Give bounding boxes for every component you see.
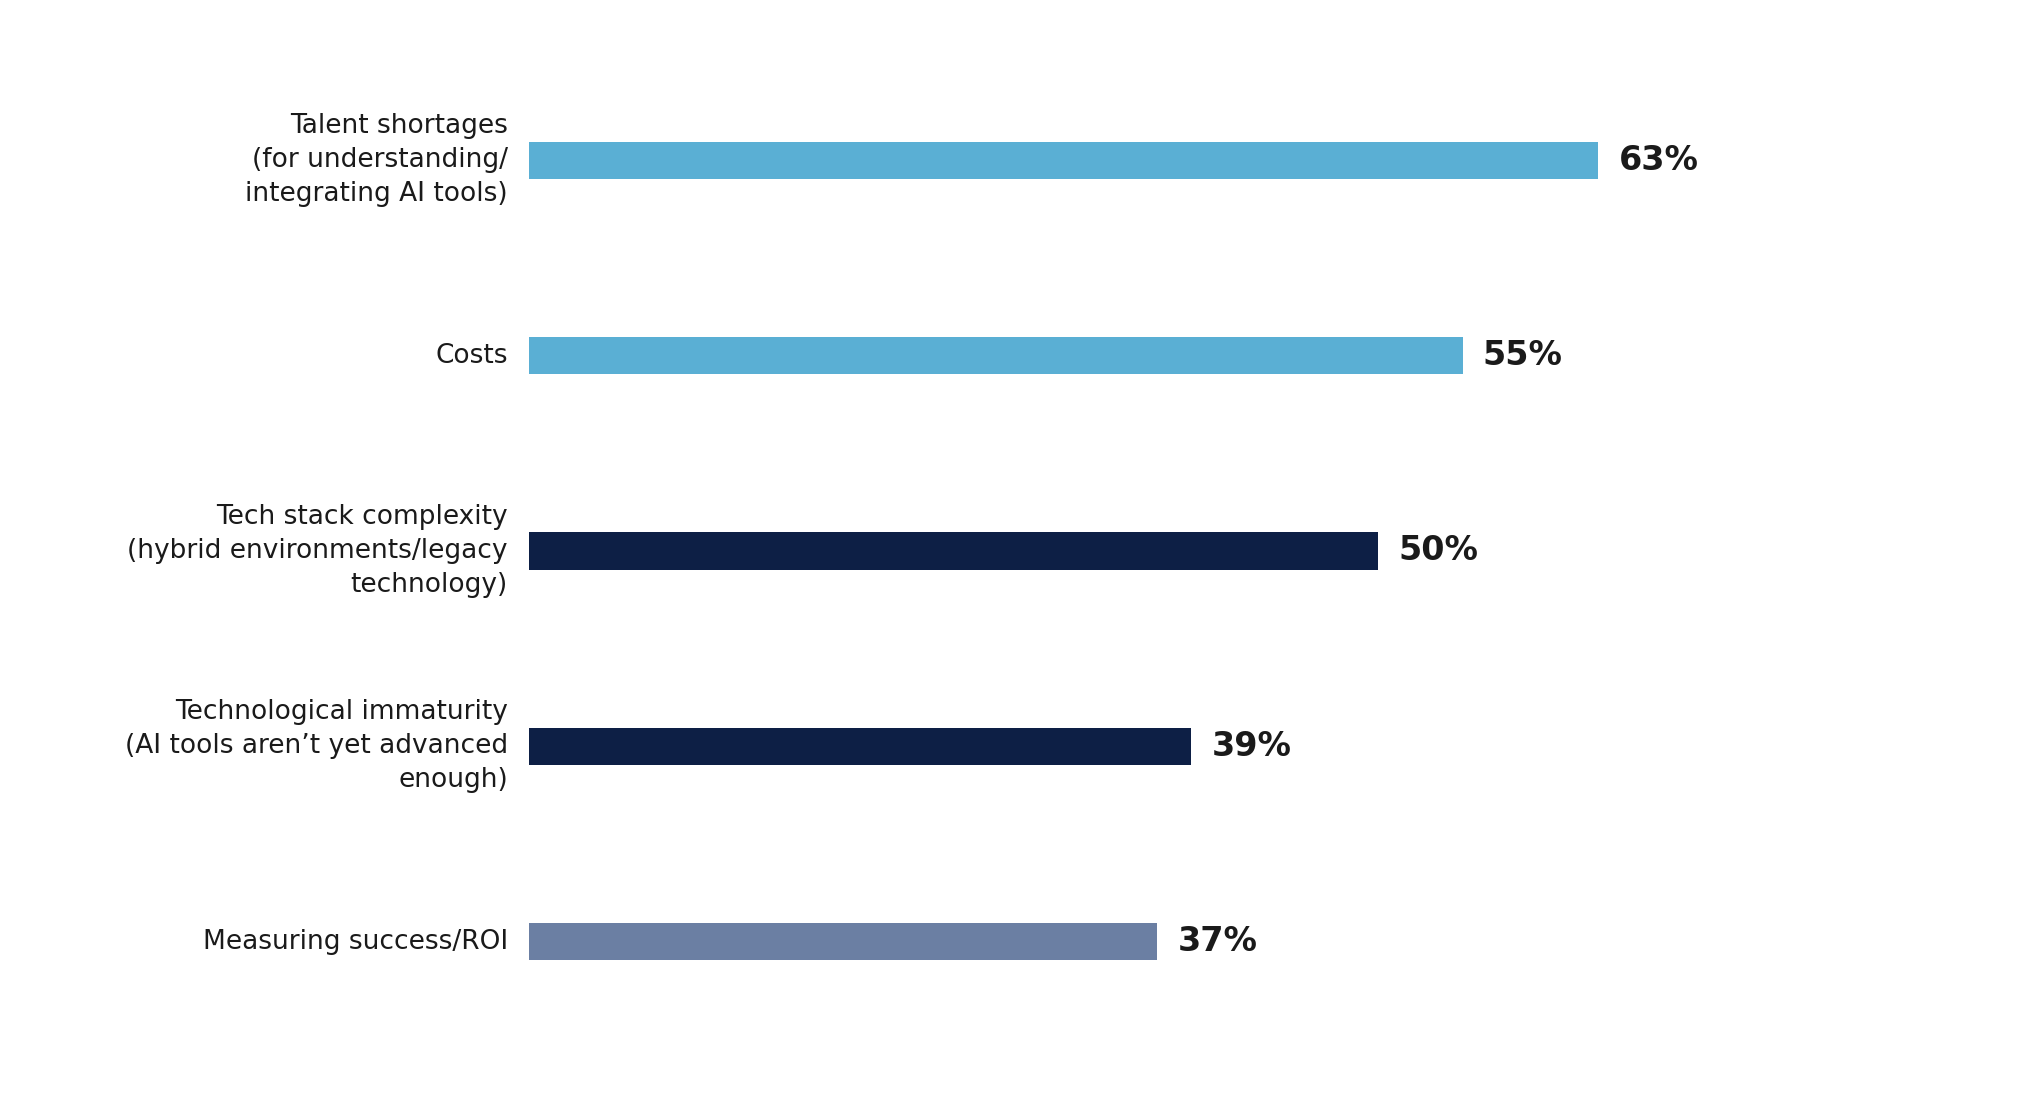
- Text: 50%: 50%: [1399, 534, 1478, 568]
- Bar: [529, 337, 1462, 374]
- Bar: [529, 923, 1156, 961]
- Bar: [529, 532, 1378, 570]
- Text: 55%: 55%: [1482, 339, 1564, 372]
- Bar: [529, 141, 1598, 179]
- Text: 63%: 63%: [1619, 143, 1698, 176]
- Text: 37%: 37%: [1177, 926, 1258, 959]
- Bar: [529, 728, 1191, 765]
- Text: 39%: 39%: [1211, 730, 1291, 763]
